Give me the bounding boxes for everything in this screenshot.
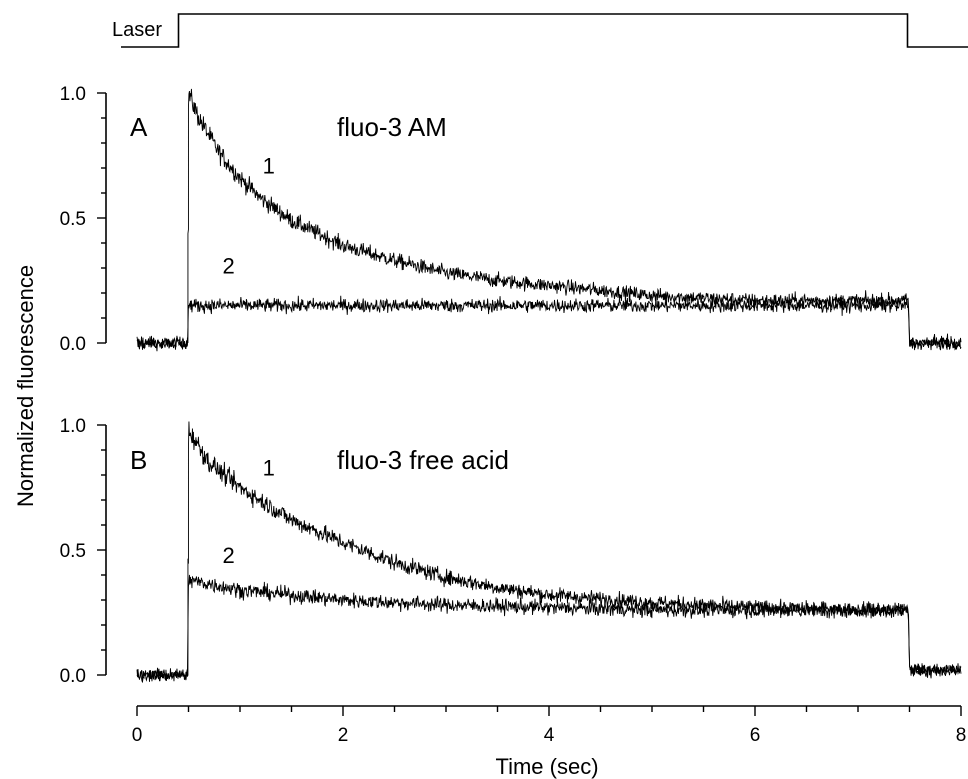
panel-a-traces bbox=[136, 88, 962, 352]
curve-label-1: 1 bbox=[263, 154, 275, 179]
trace-1 bbox=[136, 421, 962, 684]
curve-label-1: 1 bbox=[263, 456, 275, 481]
panel-b-traces bbox=[136, 421, 962, 684]
x-axis: 0 2 4 6 8 bbox=[132, 705, 967, 746]
x-axis-title: Time (sec) bbox=[495, 754, 598, 779]
laser-indicator: Laser bbox=[112, 13, 968, 48]
panel-a-letter: A bbox=[130, 112, 148, 142]
y-tick-label: 0.0 bbox=[60, 334, 86, 355]
panel-b-letter: B bbox=[130, 445, 147, 475]
curve-label-2: 2 bbox=[222, 254, 234, 279]
y-tick-label: 0.5 bbox=[60, 541, 86, 562]
panel-a-title: fluo-3 AM bbox=[337, 112, 447, 142]
x-tick-label: 8 bbox=[956, 725, 967, 746]
panel-b-y-axis: 0.0 0.5 1.0 bbox=[60, 416, 107, 687]
y-tick-label: 1.0 bbox=[60, 84, 86, 105]
y-axis-title: Normalized fluorescence bbox=[13, 265, 38, 507]
x-tick-label: 2 bbox=[338, 725, 349, 746]
curve-label-2: 2 bbox=[222, 543, 234, 568]
x-tick-label: 6 bbox=[750, 725, 761, 746]
laser-pulse-line bbox=[121, 13, 968, 48]
x-tick-label: 0 bbox=[132, 725, 143, 746]
trace-2 bbox=[136, 295, 962, 351]
trace-2 bbox=[136, 574, 962, 683]
panel-b-title: fluo-3 free acid bbox=[337, 445, 509, 475]
y-tick-label: 0.5 bbox=[60, 209, 86, 230]
panel-a: 0.00.51.0 A fluo-3 AM 12 bbox=[60, 84, 962, 355]
panel-b: 0.00.51.0 B fluo-3 free acid 12 bbox=[60, 416, 962, 687]
y-tick-label: 0.0 bbox=[60, 666, 86, 687]
panel-a-curve-labels: 12 bbox=[222, 154, 274, 279]
y-tick-label: 1.0 bbox=[60, 416, 86, 437]
trace-1 bbox=[136, 88, 962, 352]
panel-b-curve-labels: 12 bbox=[222, 456, 274, 569]
laser-label: Laser bbox=[112, 19, 162, 41]
panel-a-y-axis: 0.0 0.5 1.0 bbox=[60, 84, 107, 355]
x-tick-label: 4 bbox=[544, 725, 555, 746]
